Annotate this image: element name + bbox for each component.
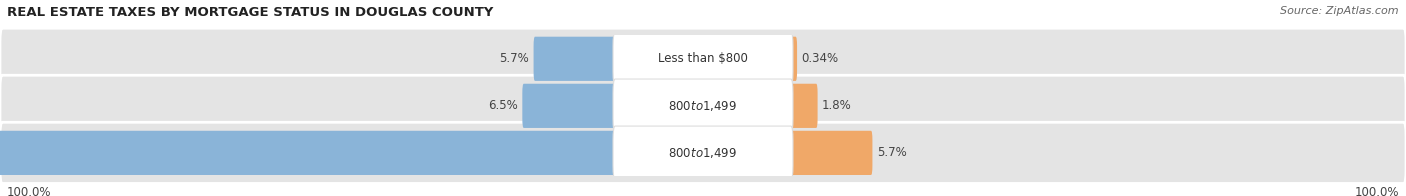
Text: 5.7%: 5.7% (499, 52, 530, 65)
FancyBboxPatch shape (0, 28, 1406, 89)
FancyBboxPatch shape (613, 32, 793, 86)
Text: 100.0%: 100.0% (1354, 186, 1399, 196)
FancyBboxPatch shape (0, 131, 617, 175)
Text: REAL ESTATE TAXES BY MORTGAGE STATUS IN DOUGLAS COUNTY: REAL ESTATE TAXES BY MORTGAGE STATUS IN … (7, 6, 494, 19)
FancyBboxPatch shape (0, 75, 1406, 136)
Text: 5.7%: 5.7% (877, 146, 907, 159)
Text: 100.0%: 100.0% (7, 186, 52, 196)
Text: 1.8%: 1.8% (821, 99, 852, 112)
Text: 0.34%: 0.34% (801, 52, 838, 65)
Text: Less than $800: Less than $800 (658, 52, 748, 65)
FancyBboxPatch shape (790, 84, 818, 128)
Text: 6.5%: 6.5% (488, 99, 517, 112)
FancyBboxPatch shape (534, 37, 616, 81)
Text: $800 to $1,499: $800 to $1,499 (668, 99, 738, 113)
FancyBboxPatch shape (790, 37, 797, 81)
FancyBboxPatch shape (523, 84, 616, 128)
FancyBboxPatch shape (613, 79, 793, 133)
FancyBboxPatch shape (790, 131, 872, 175)
FancyBboxPatch shape (613, 126, 793, 180)
Text: $800 to $1,499: $800 to $1,499 (668, 146, 738, 160)
FancyBboxPatch shape (0, 122, 1406, 183)
Text: Source: ZipAtlas.com: Source: ZipAtlas.com (1281, 6, 1399, 16)
